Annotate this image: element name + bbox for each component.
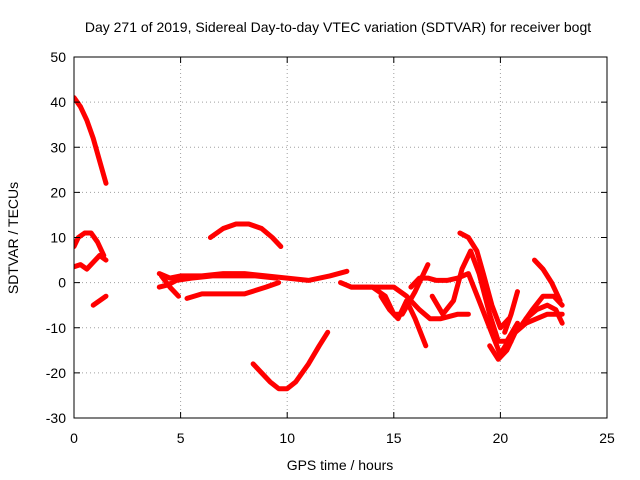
plot-frame: [73, 56, 608, 419]
series-line-s15: [429, 248, 520, 344]
y-tick-label: 50: [50, 49, 66, 65]
axis-ticks: 0 5 10 15 20 25 -30 -20 -10 0 10 20 30 40 50: [46, 49, 615, 446]
y-tick-label: -20: [46, 365, 66, 381]
y-tick-label: 30: [50, 139, 66, 155]
series-lines: [74, 95, 565, 392]
y-tick-label: 40: [50, 94, 66, 110]
x-axis-label: GPS time / hours: [287, 457, 394, 473]
y-tick-label: -30: [46, 410, 66, 426]
x-tick-label: 10: [279, 430, 295, 446]
series-line-s18: [500, 293, 565, 353]
y-tick-label: -10: [46, 320, 66, 336]
x-tick-label: 5: [177, 430, 185, 446]
series-line-s7: [158, 273, 181, 299]
x-tick-label: 25: [599, 430, 615, 446]
series-line-s20: [532, 257, 563, 304]
y-tick-label: 20: [50, 184, 66, 200]
series-group: [74, 95, 565, 392]
x-tick-label: 15: [386, 430, 402, 446]
y-tick-label: 10: [50, 230, 66, 246]
series-line-s16: [457, 230, 512, 331]
series-line-s2: [74, 230, 107, 258]
series-line-s1: [74, 95, 109, 186]
series-line-s21: [523, 302, 565, 326]
grid: [74, 57, 607, 418]
series-line-s13: [378, 293, 429, 349]
y-axis-label: SDTVAR / TECUs: [5, 182, 21, 294]
series-line-s19: [502, 289, 520, 335]
series-line-s10: [250, 329, 331, 392]
series-line-s4: [90, 293, 109, 308]
x-tick-label: 20: [493, 430, 509, 446]
series-line-s3: [74, 253, 109, 272]
series-line-s17: [487, 311, 565, 362]
series-line-s8: [184, 280, 282, 301]
chart-title: Day 271 of 2019, Sidereal Day-to-day VTE…: [85, 19, 591, 35]
series-line-s9: [207, 221, 284, 249]
x-tick-label: 0: [70, 430, 78, 446]
y-tick-label: 0: [58, 275, 66, 291]
